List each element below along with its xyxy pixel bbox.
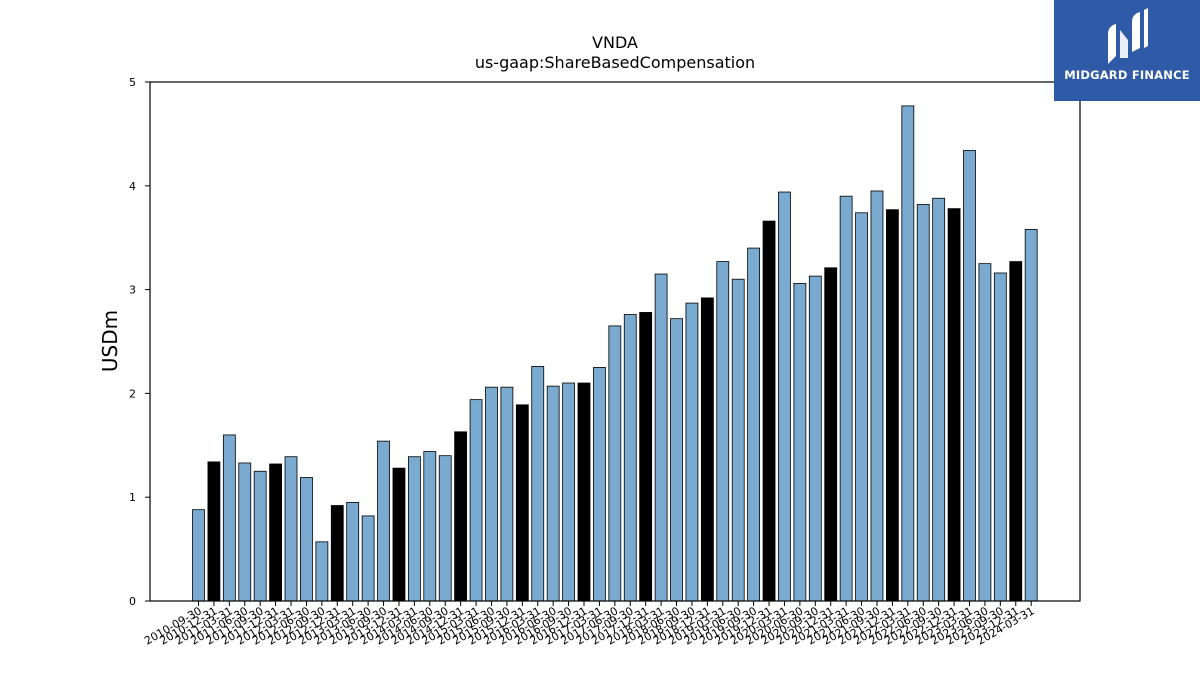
bar-2017-03-31 <box>593 367 606 602</box>
bar-2017-12-31 <box>639 312 653 602</box>
logo-text: MIDGARD FINANCE <box>1064 68 1190 82</box>
chart-title: VNDA <box>592 33 638 52</box>
bar-2020-03-31 <box>778 191 791 602</box>
bar-2015-03-31 <box>469 399 483 602</box>
bar-2024-03-31 <box>1024 228 1038 602</box>
bar-2015-06-30 <box>485 386 498 602</box>
bar-2018-09-30 <box>685 302 699 602</box>
bar-2014-03-31 <box>407 456 421 602</box>
bar-2017-09-30 <box>623 314 637 602</box>
bar-2016-12-31 <box>577 382 591 602</box>
bar-2023-03-31 <box>963 150 976 602</box>
bars-group <box>192 105 1038 602</box>
bar-2020-09-30 <box>808 275 822 602</box>
bar-2011-09-30 <box>253 470 267 602</box>
bar-2014-12-31 <box>454 431 468 602</box>
bar-2019-03-31 <box>716 261 730 602</box>
bar-2013-06-30 <box>361 515 375 602</box>
bar-2016-03-31 <box>531 366 545 602</box>
bar-2013-12-31 <box>392 467 406 602</box>
bar-2011-12-31 <box>269 463 283 602</box>
bar-2014-09-30 <box>438 455 452 602</box>
x-ticks-group: 2010-09-302010-12-312011-03-312011-06-30… <box>142 601 1037 648</box>
y-tick-label: 0 <box>129 595 136 608</box>
bar-2016-09-30 <box>562 382 575 602</box>
bar-2022-09-30 <box>932 197 946 602</box>
bar-2018-12-31 <box>700 297 714 602</box>
bar-2021-06-30 <box>855 212 868 602</box>
y-ticks-group: 0 1 2 3 4 5 <box>129 76 150 608</box>
bar-2021-09-30 <box>870 190 884 602</box>
bar-2019-09-30 <box>747 247 761 602</box>
bar-2011-03-31 <box>222 434 236 602</box>
bar-2021-12-31 <box>886 209 899 602</box>
y-axis-label: USDm <box>98 310 122 372</box>
y-tick-label: 3 <box>129 284 136 297</box>
bar-2017-06-30 <box>608 325 622 602</box>
bar-2013-09-30 <box>377 440 390 602</box>
midgard-finance-logo: MIDGARD FINANCE <box>1054 0 1200 101</box>
bar-2023-12-31 <box>1009 261 1023 602</box>
bar-2020-12-31 <box>824 267 838 602</box>
bar-2022-03-31 <box>901 105 915 602</box>
bar-2015-09-30 <box>500 386 514 602</box>
chart-subtitle: us-gaap:ShareBasedCompensation <box>475 53 755 72</box>
midgard-logo-icon <box>1108 8 1148 64</box>
bar-2014-06-30 <box>423 451 437 602</box>
plot-frame <box>149 81 1081 602</box>
bar-2012-09-30 <box>315 541 329 602</box>
bar-2021-03-31 <box>839 195 853 602</box>
bar-2020-06-30 <box>793 282 807 602</box>
bar-2023-09-30 <box>993 272 1007 602</box>
bar-2019-06-30 <box>731 278 745 602</box>
bar-2010-09-30 <box>192 509 205 602</box>
bar-2016-06-30 <box>546 385 560 602</box>
bar-2010-12-31 <box>207 461 221 602</box>
bar-2013-03-31 <box>346 501 360 602</box>
bar-2023-06-30 <box>978 263 992 602</box>
bar-2015-12-31 <box>515 404 529 602</box>
bar-2012-06-30 <box>300 477 313 602</box>
bar-2022-06-30 <box>916 204 930 602</box>
y-tick-label: 1 <box>129 491 136 504</box>
bar-2019-12-31 <box>762 220 776 602</box>
y-tick-label: 4 <box>129 180 136 193</box>
bar-2012-03-31 <box>284 456 298 602</box>
bar-2018-06-30 <box>670 318 683 602</box>
bar-2018-03-31 <box>654 273 668 602</box>
y-tick-label: 5 <box>129 76 136 89</box>
bar-2022-12-31 <box>947 208 961 602</box>
y-tick-label: 2 <box>129 387 136 400</box>
bar-2012-12-31 <box>330 505 344 602</box>
bar-2011-06-30 <box>238 462 252 602</box>
